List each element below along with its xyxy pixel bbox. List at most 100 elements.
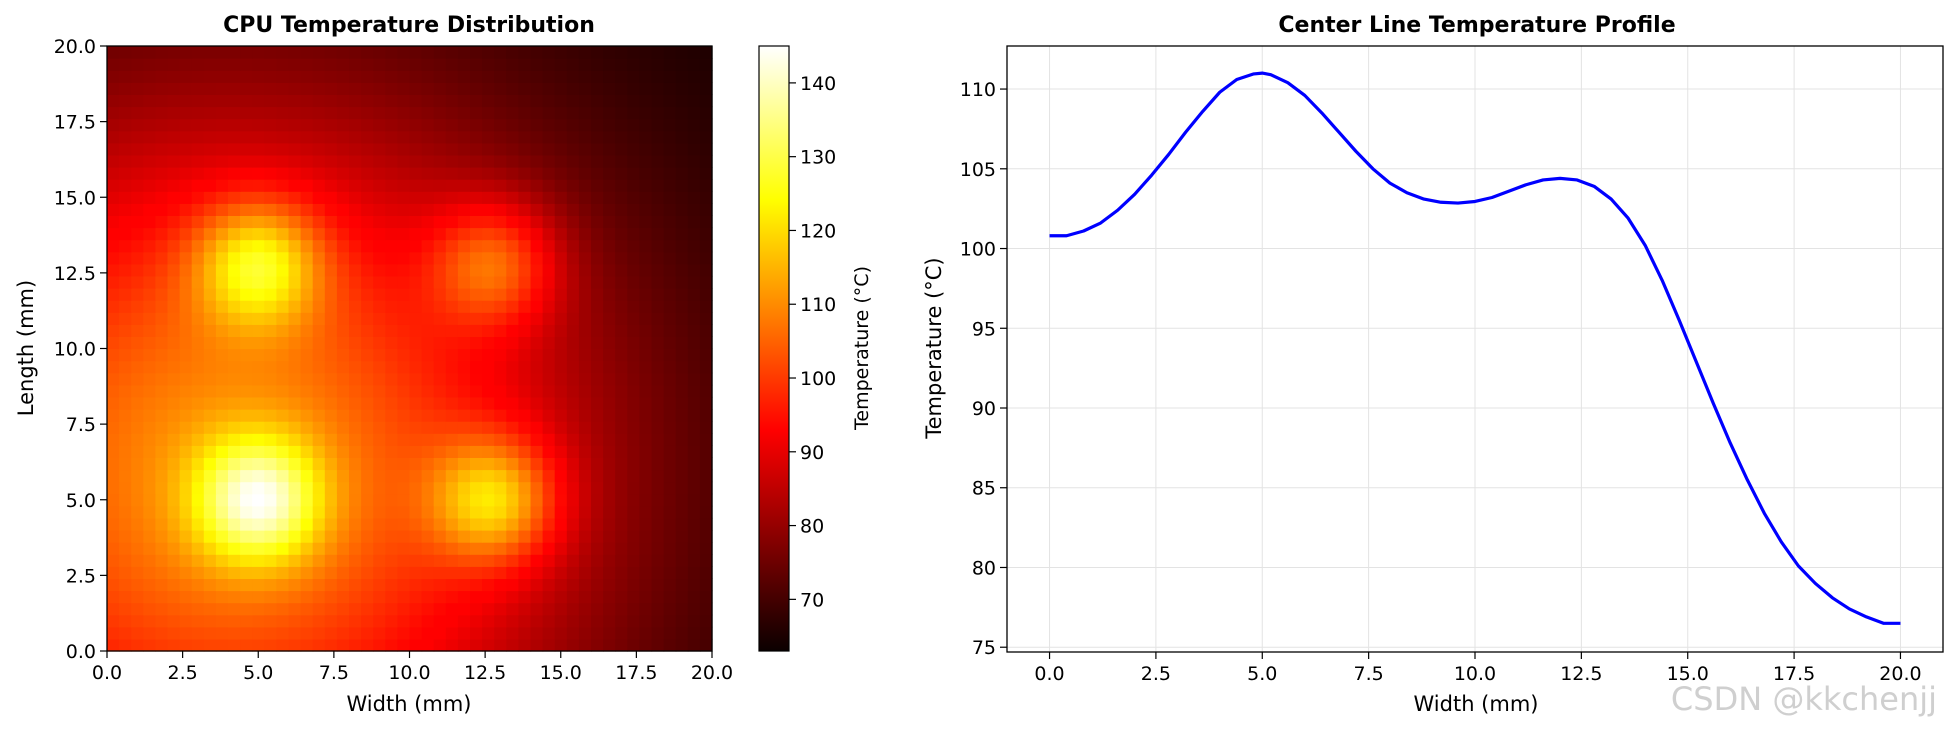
- heatmap-cell: [240, 578, 253, 592]
- heatmap-cell: [119, 602, 132, 616]
- heatmap-cell: [506, 336, 519, 350]
- heatmap-cell: [228, 433, 241, 446]
- heatmap-cell: [312, 324, 326, 337]
- heatmap-cell: [131, 239, 144, 253]
- heatmap-cell: [228, 239, 241, 253]
- heatmap-cell: [203, 179, 217, 192]
- heatmap-cell: [578, 215, 592, 229]
- heatmap-cell: [240, 493, 253, 507]
- heatmap-cell: [155, 493, 169, 507]
- heatmap-cell: [639, 602, 653, 616]
- heatmap-cell: [470, 409, 483, 422]
- heatmap-cell: [155, 578, 169, 592]
- heatmap-cell: [566, 396, 580, 410]
- heatmap-cell: [627, 288, 640, 301]
- heatmap-cell: [457, 203, 471, 216]
- heatmap-cell: [542, 167, 556, 180]
- heatmap-cell: [578, 554, 592, 567]
- heatmap-cell: [155, 82, 169, 95]
- heatmap-cell: [421, 130, 435, 144]
- heatmap-cell: [675, 263, 689, 277]
- heatmap-cell: [651, 82, 665, 95]
- heatmap-cell: [409, 348, 423, 362]
- heatmap-cell: [300, 94, 314, 108]
- heatmap-cell: [179, 505, 193, 519]
- heatmap-cell: [482, 94, 495, 108]
- heatmap-cell: [675, 167, 689, 180]
- heatmap-cell: [615, 167, 628, 180]
- heatmap-cell: [119, 251, 132, 265]
- heatmap-cell: [119, 58, 132, 71]
- heatmap-cell: [518, 578, 532, 592]
- heatmap-cell: [603, 530, 616, 543]
- heatmap-cell: [324, 590, 338, 604]
- heatmap-cell: [506, 638, 519, 652]
- heatmap-cell: [336, 179, 350, 192]
- heatmap-cell: [675, 46, 689, 59]
- heatmap-cell: [445, 469, 459, 483]
- heatmap-cell: [143, 46, 156, 59]
- heatmap-cell: [179, 203, 193, 216]
- heatmap-cell: [361, 542, 374, 555]
- heatmap-cell: [203, 469, 217, 483]
- heatmap-cell: [252, 578, 265, 592]
- heatmap-cell: [324, 118, 338, 132]
- heatmap-cell: [409, 336, 423, 350]
- heatmap-x-tick-label: 5.0: [243, 662, 273, 684]
- heatmap-cell: [445, 493, 459, 507]
- heatmap-cell: [324, 360, 338, 374]
- heatmap-cell: [445, 106, 459, 120]
- heatmap-cell: [566, 275, 580, 289]
- heatmap-cell: [276, 203, 290, 216]
- heatmap-cell: [627, 275, 640, 289]
- heatmap-x-ticks: 0.0 2.5 5.0 7.5 10.0 12.5 15.0 17.5 20.0: [92, 651, 733, 684]
- heatmap-cell: [518, 191, 532, 204]
- heatmap-cell: [336, 469, 350, 483]
- heatmap-cell: [663, 409, 677, 422]
- heatmap-cell: [288, 336, 302, 350]
- heatmap-cell: [264, 578, 277, 592]
- heatmap-cell: [651, 469, 665, 483]
- heatmap-cell: [615, 46, 628, 59]
- heatmap-cell: [276, 263, 290, 277]
- heatmap-cell: [312, 46, 326, 59]
- heatmap-cell: [591, 142, 604, 156]
- heatmap-cell: [240, 481, 253, 495]
- heatmap-cell: [373, 384, 386, 398]
- heatmap-cell: [300, 251, 314, 265]
- heatmap-cell: [119, 154, 132, 168]
- heatmap-cell: [627, 300, 640, 313]
- heatmap-cell: [554, 384, 568, 398]
- heatmap-cell: [373, 82, 386, 95]
- heatmap-cell: [312, 602, 326, 616]
- heatmap-cell: [482, 445, 495, 458]
- heatmap-cell: [288, 626, 302, 640]
- heatmap-cell: [687, 542, 701, 555]
- heatmap-cell: [675, 251, 689, 265]
- heatmap-cell: [155, 263, 169, 277]
- heatmap-cell: [591, 493, 604, 507]
- heatmap-cell: [312, 263, 326, 277]
- heatmap-cell: [240, 167, 253, 180]
- heatmap-cell: [675, 70, 689, 83]
- heatmap-cell: [482, 130, 495, 144]
- heatmap-cell: [240, 505, 253, 519]
- heatmap-cell: [264, 70, 277, 83]
- heatmap-cell: [167, 324, 181, 337]
- heatmap-cell: [336, 142, 350, 156]
- heatmap-cell: [627, 372, 640, 386]
- heatmap-cell: [119, 130, 132, 144]
- heatmap-cell: [228, 505, 241, 519]
- heatmap-cell: [300, 227, 314, 241]
- heatmap-cell: [324, 191, 338, 204]
- heatmap-cell: [276, 614, 290, 628]
- heatmap-cell: [373, 614, 386, 628]
- heatmap-cell: [252, 46, 265, 59]
- heatmap-cell: [155, 602, 169, 616]
- heatmap-cell: [143, 348, 156, 362]
- heatmap-cell: [615, 445, 628, 458]
- heatmap-cell: [252, 106, 265, 120]
- heatmap-cell: [651, 505, 665, 519]
- heatmap-cell: [167, 384, 181, 398]
- heatmap-cell: [167, 469, 181, 483]
